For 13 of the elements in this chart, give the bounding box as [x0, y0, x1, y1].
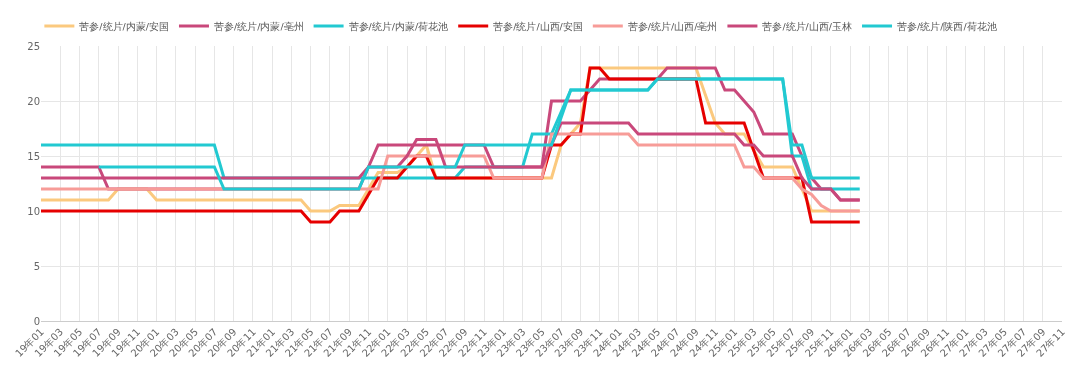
legend-label: 苦参/统片/内蒙/荷花池: [348, 20, 449, 32]
y-tick-label: 0: [33, 315, 40, 327]
y-tick-label: 5: [33, 260, 40, 272]
legend-label: 苦参/统片/陕西/荷花池: [897, 20, 997, 32]
legend-label: 苦参/统片/山西/玉林: [762, 20, 853, 32]
legend-label: 苦参/统片/内蒙/安国: [79, 20, 169, 32]
legend-label: 苦参/统片/山西/安国: [493, 20, 583, 32]
legend-label: 苦参/统片/山西/亳州: [627, 20, 718, 32]
legend-label: 苦参/统片/内蒙/亳州: [213, 20, 304, 32]
y-tick-label: 10: [27, 205, 40, 217]
y-tick-label: 15: [27, 150, 40, 162]
y-tick-label: 25: [27, 40, 40, 52]
y-tick-label: 20: [27, 95, 40, 107]
